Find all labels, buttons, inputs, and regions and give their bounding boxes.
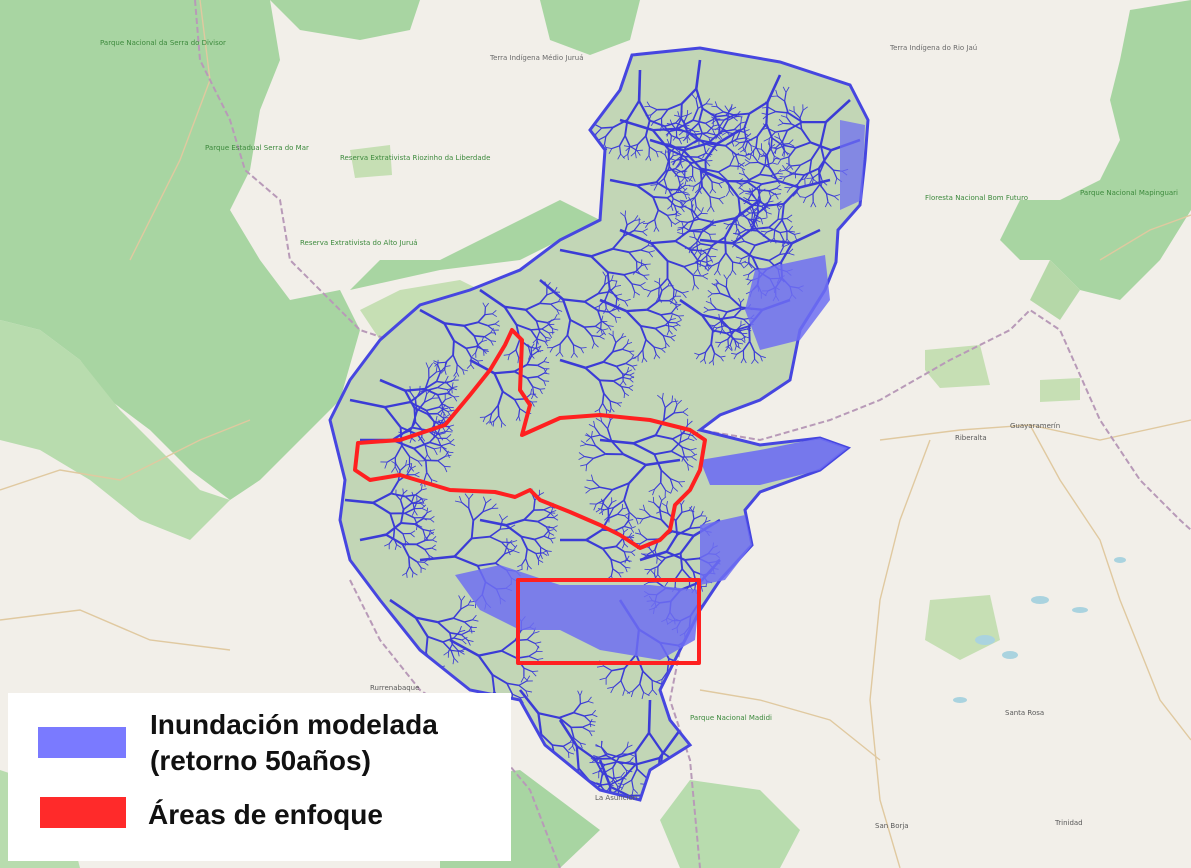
map-label: Parque Nacional da Serra do Divisor [100, 39, 226, 47]
flood-basin-outline [328, 46, 870, 802]
focus-legend-swatch [40, 797, 126, 828]
map-label: Trinidad [1054, 819, 1083, 827]
forest-west-south [0, 320, 230, 540]
map-label: Terra Indígena Médio Juruá [489, 54, 583, 62]
forest-center-west [350, 200, 600, 290]
flood-basin-fill [330, 48, 868, 800]
flood-legend-label-line1: Inundación modelada [150, 709, 438, 740]
map-label: Parque Nacional Madidi [690, 714, 772, 722]
reserve-east-1 [925, 345, 990, 388]
map-label: La Asunción [595, 794, 637, 802]
flood-legend-label-line2: (retorno 50años) [150, 745, 371, 776]
forest-south-east [660, 780, 800, 868]
focus-area-polygon [353, 328, 707, 550]
focus-areas [353, 328, 707, 665]
reserve-north-small [350, 145, 392, 178]
forest-north-center [540, 0, 640, 55]
forest-west [0, 0, 360, 500]
map-label: Rurrenabaque [370, 684, 419, 692]
legend: Inundación modelada (retorno 50años) Áre… [8, 693, 511, 861]
map-label: San Borja [875, 822, 909, 830]
forest-northeast-1 [1000, 0, 1191, 300]
map-label: Reserva Extrativista do Alto Juruá [300, 239, 418, 247]
map-label: Reserva Extrativista Riozinho da Liberda… [340, 154, 490, 162]
map-label: Parque Nacional Mapinguari [1080, 189, 1178, 197]
flood-plain-northeast [840, 120, 865, 210]
map-label: Guayaramerín [1010, 422, 1060, 430]
focus-area-rectangle [516, 578, 701, 665]
map-label: Santa Rosa [1005, 709, 1044, 717]
lakes [953, 557, 1126, 703]
flood-plain-east [745, 255, 830, 350]
map-label: Riberalta [955, 434, 987, 442]
forest-northwest-top [270, 0, 420, 40]
map-label: Terra Indígena do Rio Jaú [889, 44, 977, 52]
map-labels: Parque Nacional da Serra do Divisor Parq… [100, 39, 1178, 830]
flood-plain-southeast [700, 515, 752, 585]
flood-plain-channel [700, 438, 848, 485]
map-label: Floresta Nacional Bom Futuro [925, 194, 1028, 202]
reserve-east-2 [1040, 378, 1080, 402]
focus-legend-label: Áreas de enfoque [148, 799, 383, 830]
forest-northeast-2 [1030, 260, 1080, 320]
map-label: Parque Estadual Serra do Mar [205, 144, 309, 152]
flood-legend-swatch [38, 727, 126, 758]
